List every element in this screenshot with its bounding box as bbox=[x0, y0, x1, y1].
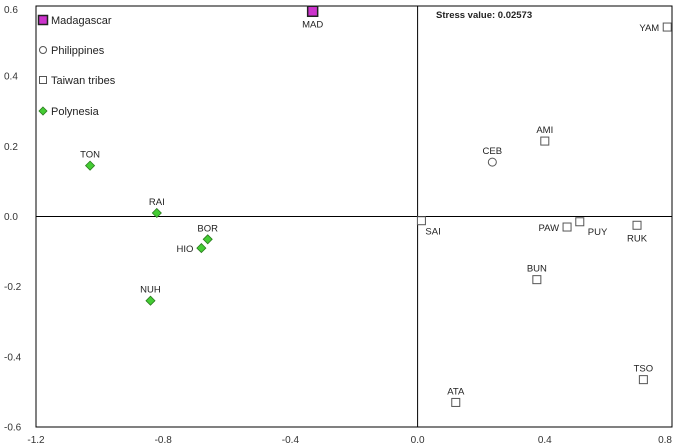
data-point bbox=[451, 397, 461, 407]
y-tick-label: 0.4 bbox=[4, 72, 18, 83]
point-label: BOR bbox=[197, 223, 218, 234]
x-tick-label: 0.0 bbox=[411, 435, 425, 446]
point-label: CEB bbox=[483, 146, 503, 157]
legend-marker bbox=[39, 46, 47, 54]
point-label: YAM bbox=[639, 23, 659, 34]
point-label: MAD bbox=[302, 19, 323, 30]
point-label: ATA bbox=[447, 386, 465, 397]
data-point bbox=[575, 217, 585, 227]
point-label: PUY bbox=[588, 227, 608, 238]
data-point bbox=[196, 243, 207, 254]
axes bbox=[35, 5, 673, 428]
x-tick-label: 0.4 bbox=[538, 435, 552, 446]
point-label: PAW bbox=[538, 223, 559, 234]
y-tick-label: -0.2 bbox=[4, 282, 22, 293]
y-tick-label: 0.0 bbox=[4, 212, 18, 223]
legend: Madagascar Philippines Taiwan tribes Polyne… bbox=[37, 14, 116, 118]
point-label: NUH bbox=[140, 285, 161, 296]
point-label: AMI bbox=[536, 125, 553, 136]
data-point bbox=[202, 234, 213, 245]
y-tick-label: -0.6 bbox=[4, 423, 22, 434]
legend-marker bbox=[37, 14, 49, 26]
point-label: HIO bbox=[176, 244, 193, 255]
y-tick-label: 0.2 bbox=[4, 142, 18, 153]
stress-annotation: Stress value: 0.02573 bbox=[436, 10, 532, 21]
x-tick-label: -1.2 bbox=[27, 435, 45, 446]
legend-label: Philippines bbox=[51, 45, 105, 57]
data-point bbox=[638, 375, 648, 385]
legend-label: Taiwan tribes bbox=[51, 75, 116, 87]
data-point bbox=[532, 275, 542, 285]
data-point bbox=[487, 157, 497, 167]
point-label: TSO bbox=[634, 364, 654, 375]
data-points: MAD CEB YAM AMI SAI PAW PUY RUK BUN TSO ATA TON RAI B… bbox=[80, 5, 672, 407]
data-point bbox=[145, 295, 156, 306]
data-point bbox=[662, 22, 672, 32]
x-tick-label: -0.4 bbox=[282, 435, 300, 446]
data-point bbox=[306, 5, 319, 18]
point-label: TON bbox=[80, 150, 100, 161]
x-tick-label: -0.8 bbox=[155, 435, 173, 446]
legend-marker bbox=[38, 106, 48, 116]
x-tick-label: 0.8 bbox=[658, 435, 672, 446]
data-point bbox=[416, 216, 426, 226]
point-label: RUK bbox=[627, 233, 648, 244]
data-point bbox=[562, 222, 572, 232]
y-tick-label: -0.4 bbox=[4, 352, 22, 363]
legend-marker bbox=[39, 76, 47, 84]
point-label: BUN bbox=[527, 264, 547, 275]
data-point bbox=[151, 207, 162, 219]
data-point bbox=[540, 136, 550, 146]
data-point bbox=[84, 160, 96, 171]
data-point bbox=[632, 220, 642, 230]
legend-label: Polynesia bbox=[51, 106, 100, 118]
y-tick-label: 0.6 bbox=[4, 5, 18, 16]
point-label: RAI bbox=[149, 197, 165, 208]
legend-label: Madagascar bbox=[51, 15, 112, 27]
point-label: SAI bbox=[425, 227, 440, 238]
tick-labels: -1.2 -0.8 -0.4 0.0 0.4 0.8 0.6 0.4 0.2 0.0 -0.2 -0.… bbox=[4, 5, 672, 446]
